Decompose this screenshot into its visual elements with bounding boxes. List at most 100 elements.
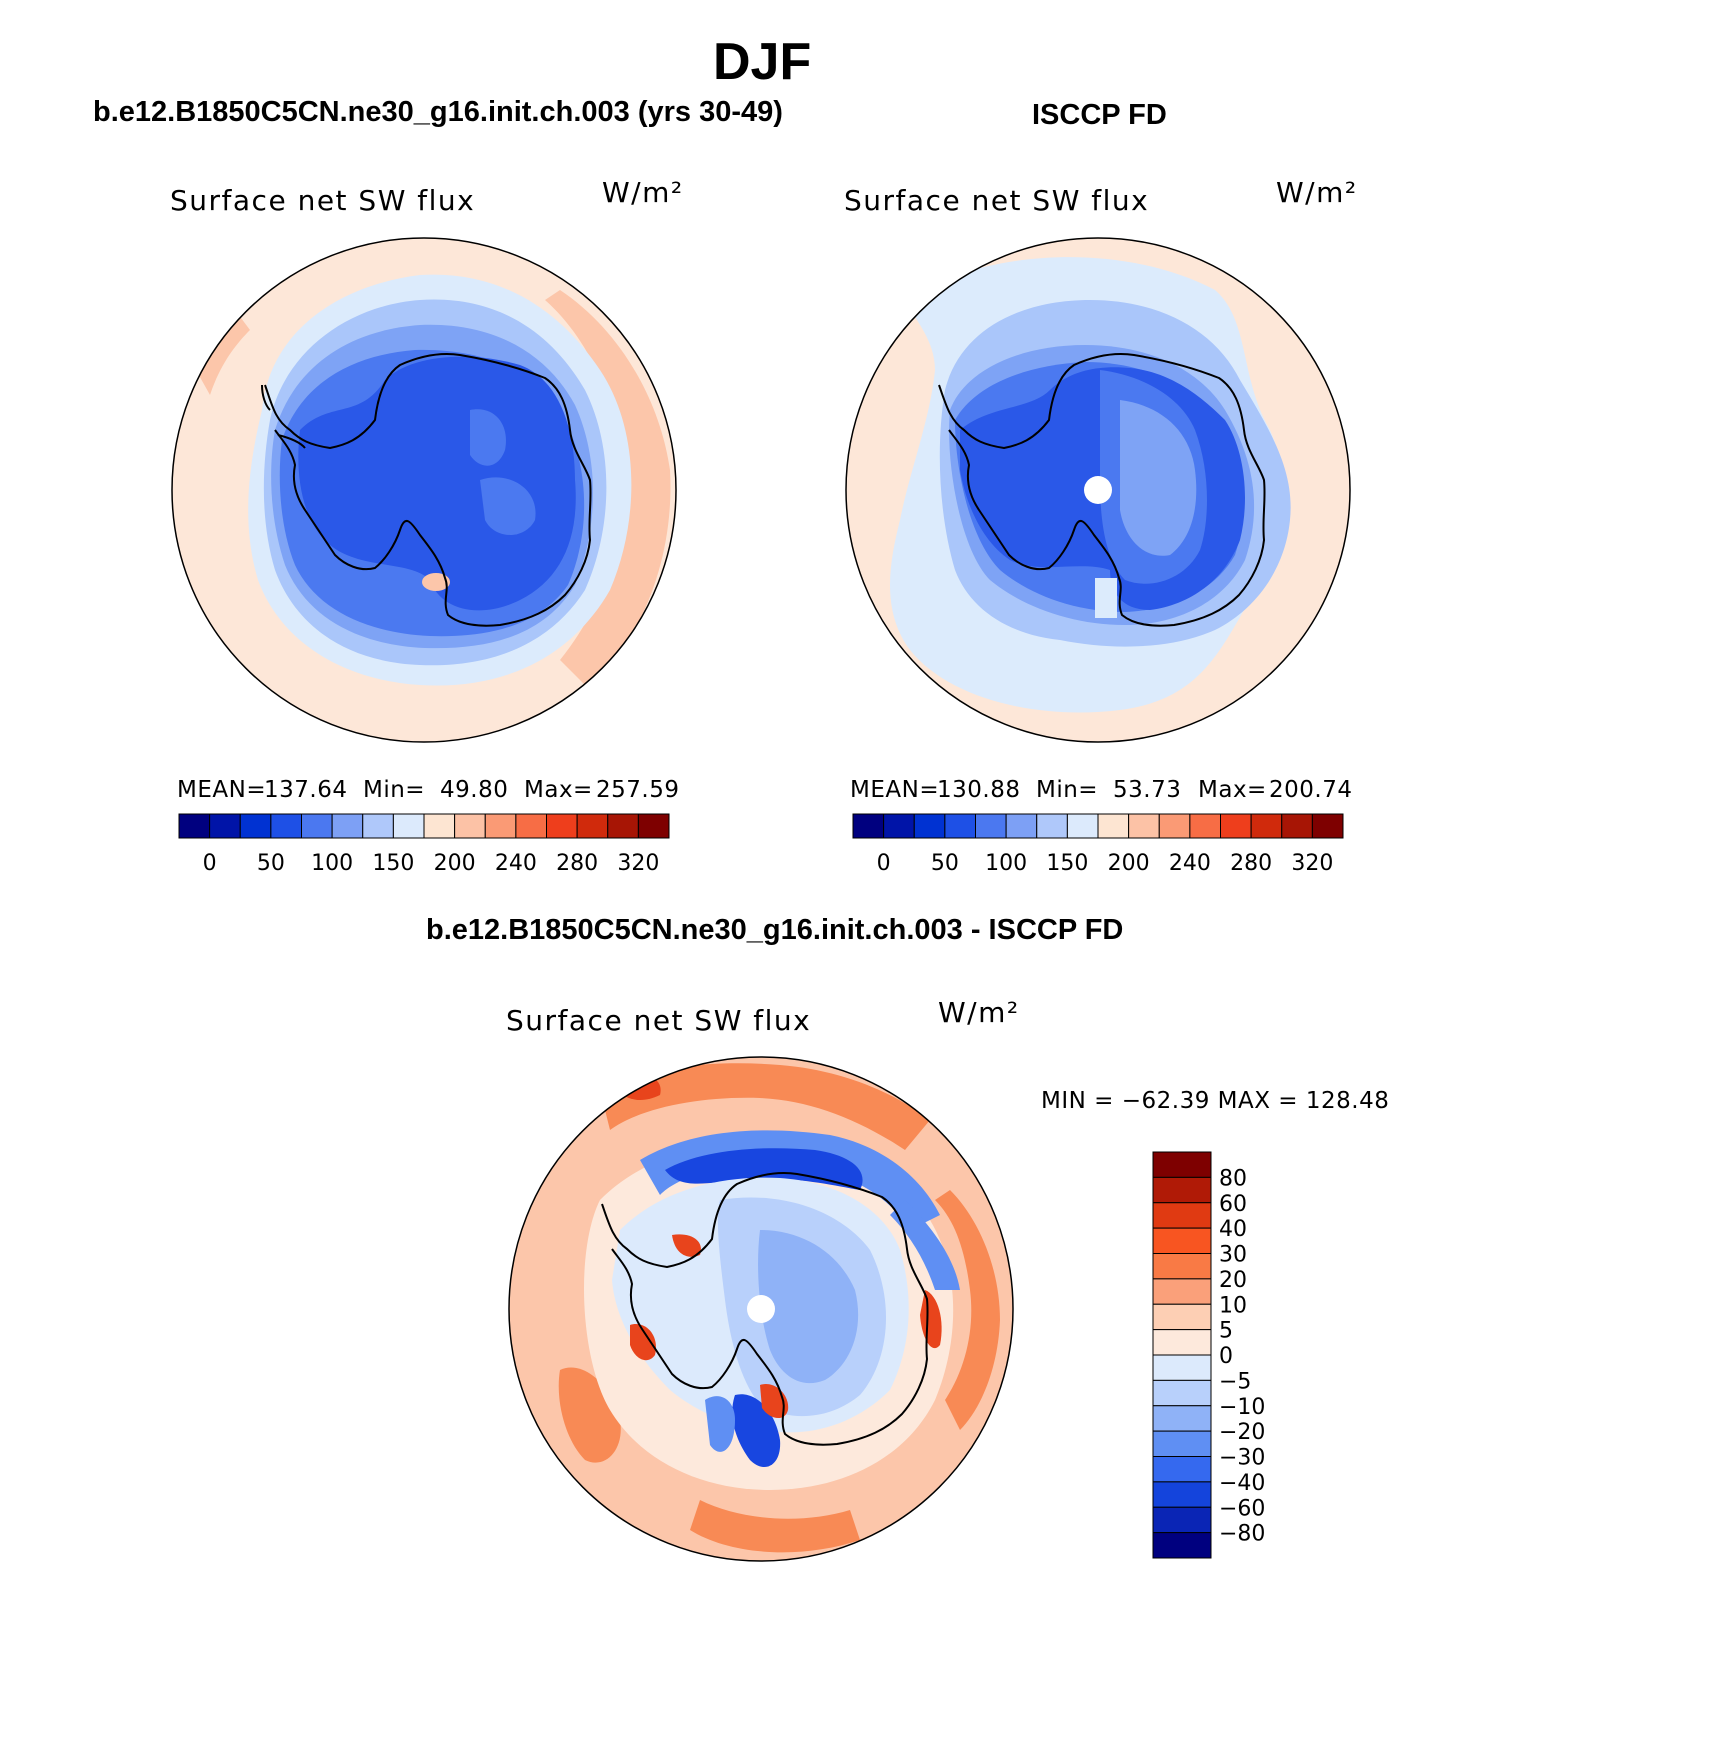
colorbar1-swatch — [576, 813, 609, 839]
colorbar3-tick-label: −40 — [1219, 1471, 1265, 1496]
colorbar2-swatch — [1128, 813, 1160, 839]
colorbar3-tick-label: 20 — [1219, 1268, 1247, 1293]
colorbar3-tick-label: −10 — [1219, 1395, 1265, 1420]
map3-red-spot-nw — [672, 1234, 701, 1257]
panel-2-heading: ISCCP FD — [1032, 99, 1167, 131]
colorbar1-swatch — [423, 813, 456, 839]
colorbar3-tick-label: −60 — [1219, 1496, 1265, 1521]
colorbar3-tick-label: 40 — [1219, 1217, 1247, 1242]
colorbar1-swatch — [362, 813, 394, 839]
colorbar2-tick-label: 240 — [1169, 851, 1211, 876]
colorbar2-swatch — [1311, 813, 1344, 839]
colorbar2-tick-label: 0 — [877, 851, 891, 876]
colorbar2-swatch — [883, 813, 915, 839]
colorbar1-swatch — [239, 813, 272, 839]
colorbar2-swatch — [1220, 813, 1252, 839]
map3-blue-band-east — [890, 1200, 960, 1290]
colorbar3-swatch — [1152, 1253, 1212, 1280]
panel-2-mean-label: MEAN= — [850, 777, 940, 803]
colorbar3-swatch — [1152, 1456, 1212, 1483]
colorbar3-tick-label: 30 — [1219, 1243, 1247, 1268]
panel-2-max-label: Max= — [1198, 777, 1267, 803]
map3-frame — [508, 1056, 1014, 1562]
panel-1-max-label: Max= — [524, 777, 593, 803]
figure-title: DJF — [713, 33, 812, 91]
panel-1-mean-label: MEAN= — [177, 777, 267, 803]
panel-2-colorbar: 0 50 100 150 200 240 280 320 — [852, 813, 1344, 876]
map2-interior-light — [1120, 400, 1197, 556]
colorbar2-tick-label: 150 — [1046, 851, 1088, 876]
colorbar3-tick-label: 60 — [1219, 1192, 1247, 1217]
colorbar2-swatch — [1097, 813, 1130, 839]
colorbar3-swatch — [1152, 1405, 1212, 1432]
map1-warm-band-west — [196, 310, 250, 395]
map1-ice-patch-2 — [480, 477, 536, 535]
colorbar2-tick-label: 50 — [931, 851, 959, 876]
colorbar3-swatch — [1152, 1379, 1212, 1407]
colorbar2-swatch — [1189, 813, 1221, 839]
colorbar3-swatch — [1152, 1278, 1212, 1305]
map1-warm-band-east — [545, 290, 671, 690]
map3-orange-band-north — [600, 1063, 930, 1150]
panel-3-heading: b.e12.B1850C5CN.ne30_g16.init.ch.003 - I… — [426, 914, 1124, 946]
colorbar2-tick-label: 200 — [1108, 851, 1150, 876]
colorbar2-tick-label: 280 — [1230, 851, 1272, 876]
colorbar2-swatch — [1005, 813, 1038, 839]
colorbar2-swatch — [1158, 813, 1191, 839]
colorbar1-tick-label: 150 — [372, 851, 414, 876]
panel-1-map — [172, 238, 676, 742]
colorbar3-swatch — [1152, 1430, 1212, 1457]
map2-pole-hole — [1084, 476, 1112, 504]
colorbar3-swatch — [1152, 1227, 1212, 1254]
colorbar2-swatch — [1066, 813, 1099, 839]
colorbar2-swatch — [975, 813, 1007, 839]
colorbar1-tick-label: 320 — [617, 851, 659, 876]
colorbar1-tick-label: 100 — [311, 851, 353, 876]
colorbar2-tick-label: 100 — [985, 851, 1027, 876]
panel-1-colorbar: 0 50 100 150 200 240 280 320 — [178, 813, 670, 876]
map1-frame — [171, 237, 677, 743]
panel-1-max-value: 257.59 — [596, 777, 680, 803]
colorbar1-swatch — [484, 813, 517, 839]
colorbar3-tick-label: 0 — [1219, 1344, 1233, 1369]
colorbar1-swatch — [209, 813, 241, 839]
map3-red-spot-west — [630, 1324, 656, 1361]
colorbar2-swatch — [944, 813, 976, 839]
colorbar3-tick-label: 10 — [1219, 1293, 1247, 1318]
colorbar2-swatch — [1036, 813, 1068, 839]
panel-1-min-value: 49.80 — [440, 777, 509, 803]
panel-3-minmax-text: MIN = −62.39 MAX = 128.48 — [1041, 1088, 1390, 1114]
map1-warm-spot — [422, 573, 450, 591]
map3-coastline — [601, 1172, 929, 1446]
colorbar3-tick-label: 5 — [1219, 1319, 1233, 1344]
panel-2-min-label: Min= — [1036, 777, 1099, 803]
colorbar3-swatch — [1152, 1506, 1212, 1534]
panel-2-variable-label: Surface net SW flux — [844, 184, 1150, 217]
panel-1-mean-value: 137.64 — [264, 777, 348, 803]
map1-ice-patch — [470, 409, 506, 466]
colorbar3-tick-label: −20 — [1219, 1420, 1265, 1445]
colorbar3-swatch — [1152, 1151, 1212, 1178]
colorbar2-swatch — [852, 813, 885, 839]
map3-red-spot-east — [920, 1290, 942, 1349]
panel-1-units-label: W/m² — [602, 176, 684, 209]
colorbar2-tick-label: 320 — [1291, 851, 1333, 876]
colorbar1-swatch — [301, 813, 333, 839]
colorbar3-swatch — [1152, 1354, 1212, 1381]
panel-2-map — [846, 238, 1350, 742]
colorbar1-swatch — [454, 813, 486, 839]
map3-orange-band-east — [935, 1190, 1000, 1430]
colorbar3-swatch — [1152, 1176, 1212, 1204]
map2-ice-shelf-gap — [1095, 578, 1117, 618]
panel-3-variable-label: Surface net SW flux — [506, 1004, 812, 1037]
colorbar3-tick-label: −80 — [1219, 1522, 1265, 1547]
colorbar1-swatch — [392, 813, 425, 839]
colorbar3-tick-label: −5 — [1219, 1369, 1251, 1394]
colorbar2-swatch — [1250, 813, 1283, 839]
colorbar1-tick-label: 50 — [257, 851, 285, 876]
colorbar2-swatch — [913, 813, 946, 839]
panel-3-units-label: W/m² — [938, 996, 1020, 1029]
map3-pole-hole — [747, 1295, 775, 1323]
colorbar1-swatch — [331, 813, 364, 839]
